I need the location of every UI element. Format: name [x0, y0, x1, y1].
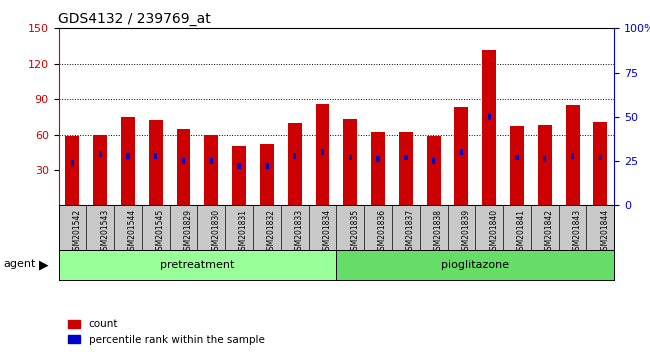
Text: GSM201838: GSM201838: [434, 209, 443, 255]
Text: GSM201832: GSM201832: [267, 209, 276, 255]
Bar: [210, 158, 213, 164]
Bar: [237, 164, 240, 169]
Bar: [376, 156, 380, 162]
Bar: [293, 153, 296, 159]
Bar: [121, 117, 135, 205]
Bar: [149, 120, 162, 205]
Bar: [343, 119, 358, 205]
Text: GSM201833: GSM201833: [294, 209, 304, 255]
Text: GSM201835: GSM201835: [350, 209, 359, 255]
Bar: [260, 144, 274, 205]
Bar: [66, 136, 79, 205]
Text: GSM201839: GSM201839: [462, 209, 471, 255]
Text: agent: agent: [3, 259, 36, 269]
Text: GSM201545: GSM201545: [156, 209, 164, 255]
Bar: [265, 164, 268, 169]
Bar: [71, 160, 74, 166]
Text: GSM201836: GSM201836: [378, 209, 387, 255]
Bar: [515, 155, 519, 160]
Bar: [371, 132, 385, 205]
Text: GSM201840: GSM201840: [489, 209, 498, 255]
Bar: [538, 125, 552, 205]
Text: GSM201844: GSM201844: [601, 209, 609, 255]
Bar: [510, 126, 524, 205]
Text: GDS4132 / 239769_at: GDS4132 / 239769_at: [58, 12, 211, 26]
Text: pretreatment: pretreatment: [161, 259, 235, 270]
Text: ▶: ▶: [40, 258, 49, 271]
Text: GSM201841: GSM201841: [517, 209, 526, 255]
Bar: [454, 107, 469, 205]
Bar: [348, 155, 352, 160]
Text: GSM201831: GSM201831: [239, 209, 248, 255]
Legend: count, percentile rank within the sample: count, percentile rank within the sample: [64, 315, 268, 349]
Text: GSM201543: GSM201543: [100, 209, 109, 255]
Text: GSM201544: GSM201544: [128, 209, 137, 255]
Bar: [204, 135, 218, 205]
Bar: [126, 153, 129, 159]
Text: GSM201837: GSM201837: [406, 209, 415, 255]
Text: GSM201842: GSM201842: [545, 209, 554, 255]
Bar: [566, 105, 580, 205]
Bar: [488, 114, 491, 120]
Text: GSM201830: GSM201830: [211, 209, 220, 255]
Bar: [93, 135, 107, 205]
Text: GSM201843: GSM201843: [573, 209, 582, 255]
Bar: [482, 50, 496, 205]
Text: pioglitazone: pioglitazone: [441, 259, 510, 270]
Bar: [593, 121, 607, 205]
Bar: [599, 155, 602, 160]
Bar: [432, 158, 436, 164]
Text: GSM201542: GSM201542: [72, 209, 81, 255]
Bar: [99, 151, 102, 157]
Bar: [404, 155, 408, 160]
Bar: [315, 104, 330, 205]
Bar: [571, 153, 574, 159]
Bar: [288, 123, 302, 205]
Bar: [154, 153, 157, 159]
Text: GSM201834: GSM201834: [322, 209, 332, 255]
Text: GSM201829: GSM201829: [183, 209, 192, 255]
Bar: [182, 158, 185, 164]
Bar: [58, 250, 337, 280]
Bar: [232, 146, 246, 205]
Bar: [543, 156, 547, 162]
Bar: [321, 149, 324, 155]
Bar: [460, 149, 463, 155]
Bar: [337, 250, 614, 280]
Bar: [426, 136, 441, 205]
Bar: [399, 132, 413, 205]
Bar: [177, 129, 190, 205]
